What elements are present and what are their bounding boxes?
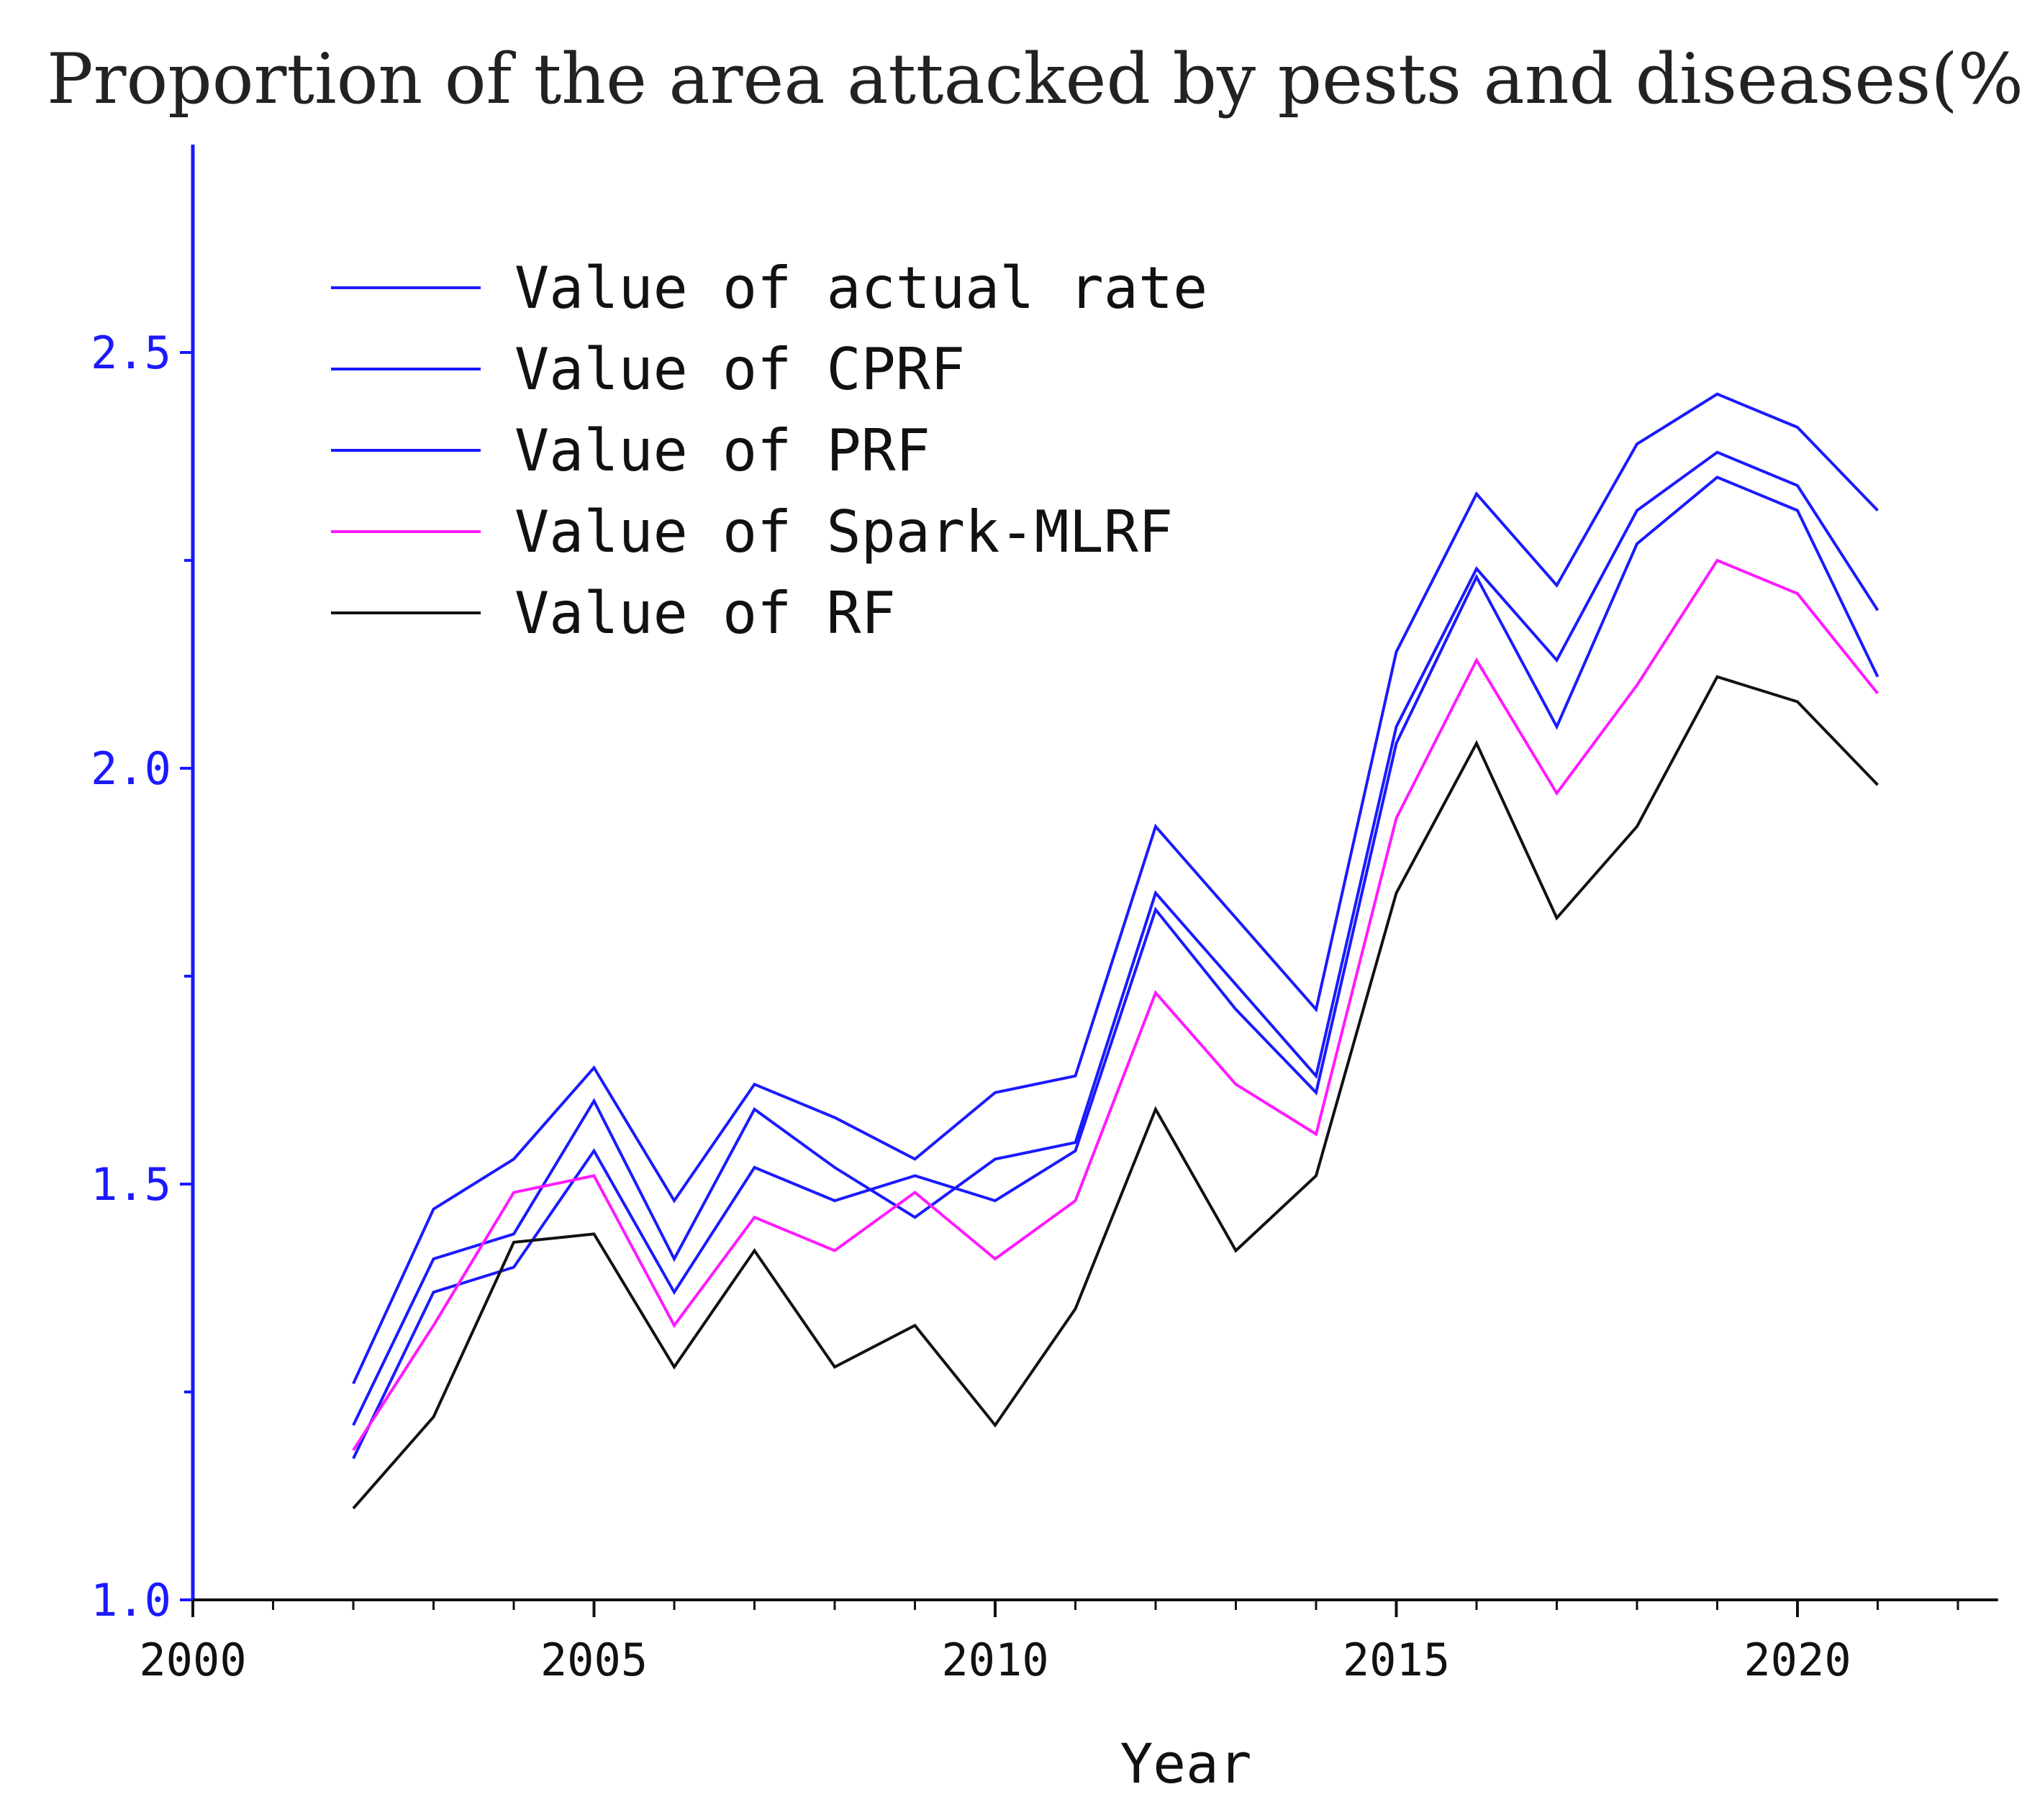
y-tick-label: 2.5 (91, 327, 171, 379)
x-tick-label: 2000 (139, 1634, 246, 1686)
series-lines (352, 392, 1879, 1510)
series-line-1 (352, 392, 1879, 1385)
series-line-4 (352, 558, 1879, 1451)
x-tick-label: 2020 (1743, 1634, 1851, 1686)
x-tick-label: 2005 (540, 1634, 648, 1686)
y-tick-label: 1.0 (91, 1574, 171, 1626)
legend-label: Value of PRF (514, 417, 930, 484)
series-line-3 (352, 476, 1879, 1460)
x-tick-label: 2015 (1343, 1634, 1450, 1686)
legend-label: Value of Spark-MLRF (514, 499, 1173, 565)
axes: 1.0 1.5 2.0 2.5 2000 2005 2010 2015 2020 (91, 145, 1998, 1686)
series-line-2 (352, 450, 1879, 1427)
legend-label: Value of actual rate (514, 255, 1207, 322)
x-axis-label: Year (1120, 1732, 1251, 1796)
legend-label: Value of RF (514, 580, 896, 647)
series-line-5 (352, 675, 1879, 1510)
legend-label: Value of CPRF (514, 336, 965, 403)
chart-title: Proportion of the area attacked by pests… (47, 39, 2027, 119)
y-tick-label: 2.0 (91, 742, 171, 795)
y-tick-label: 1.5 (91, 1158, 171, 1211)
legend: Value of actual rate Value of CPRF Value o… (331, 255, 1207, 647)
x-tick-label: 2010 (941, 1634, 1048, 1686)
